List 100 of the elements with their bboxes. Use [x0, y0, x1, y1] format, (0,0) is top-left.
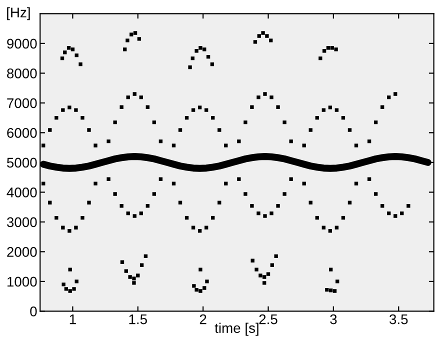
point [328, 288, 333, 292]
point [302, 182, 306, 186]
point [253, 40, 258, 44]
point [124, 269, 128, 273]
point [367, 139, 372, 144]
point [158, 139, 163, 144]
point [211, 116, 215, 120]
point [330, 46, 334, 50]
point [270, 263, 274, 267]
point [257, 34, 261, 38]
point [72, 287, 76, 291]
point [68, 229, 72, 233]
point [250, 105, 254, 109]
point [191, 226, 196, 230]
point [204, 226, 208, 230]
y-tick-label: 8000 [7, 68, 37, 78]
point [128, 275, 132, 279]
point [262, 281, 266, 285]
point [60, 56, 64, 60]
point [250, 258, 254, 262]
point [78, 62, 82, 66]
point [254, 268, 258, 272]
point [146, 204, 150, 208]
point [237, 177, 241, 181]
point [336, 280, 340, 284]
point [269, 38, 273, 42]
point [202, 286, 206, 290]
point [144, 254, 148, 258]
y-tick-label: 5000 [6, 158, 37, 168]
point [198, 46, 202, 50]
point [178, 128, 182, 132]
x-tick-label: 1.5 [129, 314, 147, 324]
point [224, 182, 228, 186]
point [210, 62, 214, 66]
point [202, 48, 206, 52]
y-tick-label: 6000 [7, 128, 37, 138]
point [315, 216, 319, 220]
y-tick-label: 2000 [7, 247, 37, 257]
x-tick-label: 2.5 [259, 314, 278, 324]
point [132, 281, 136, 285]
point [256, 95, 260, 100]
point [334, 48, 338, 52]
point [332, 289, 337, 293]
point [61, 108, 65, 112]
point [63, 50, 67, 54]
point [146, 105, 150, 109]
point [80, 116, 84, 120]
point [263, 214, 267, 218]
point [367, 177, 372, 181]
point [326, 46, 330, 50]
point [270, 211, 274, 216]
point [282, 192, 286, 196]
point [266, 272, 270, 276]
point [190, 56, 194, 60]
point [132, 214, 136, 218]
point [188, 65, 192, 70]
point [172, 144, 176, 148]
point [206, 54, 210, 59]
point [374, 120, 378, 124]
point [123, 48, 127, 52]
point [354, 144, 358, 148]
point [106, 177, 110, 181]
point [237, 139, 241, 144]
point [191, 108, 196, 112]
point [198, 106, 202, 110]
point [341, 116, 346, 120]
point [139, 95, 143, 100]
point [406, 204, 410, 208]
point [218, 200, 222, 204]
point [192, 284, 196, 288]
point [328, 268, 333, 272]
point [194, 288, 198, 292]
point [120, 105, 124, 109]
point [400, 211, 404, 216]
point [261, 31, 265, 35]
y-tick-label: 4000 [6, 188, 37, 198]
point [341, 216, 346, 220]
point [87, 200, 91, 204]
point [113, 192, 117, 196]
point [42, 182, 46, 186]
point [70, 48, 75, 52]
point [64, 287, 68, 291]
point [136, 274, 140, 278]
point [276, 204, 280, 208]
point [68, 289, 72, 293]
point [387, 211, 391, 216]
point [74, 226, 78, 230]
point [387, 95, 391, 100]
point [74, 108, 78, 112]
point [274, 254, 278, 258]
y-tick-label: 7000 [7, 98, 37, 108]
x-axis-title: time [s] [214, 322, 258, 336]
point [250, 204, 254, 208]
point [354, 182, 358, 186]
point [178, 200, 182, 204]
point [54, 216, 58, 220]
y-axis-title: [Hz] [7, 7, 30, 20]
point [198, 229, 202, 233]
point [48, 128, 52, 132]
point [132, 276, 136, 280]
